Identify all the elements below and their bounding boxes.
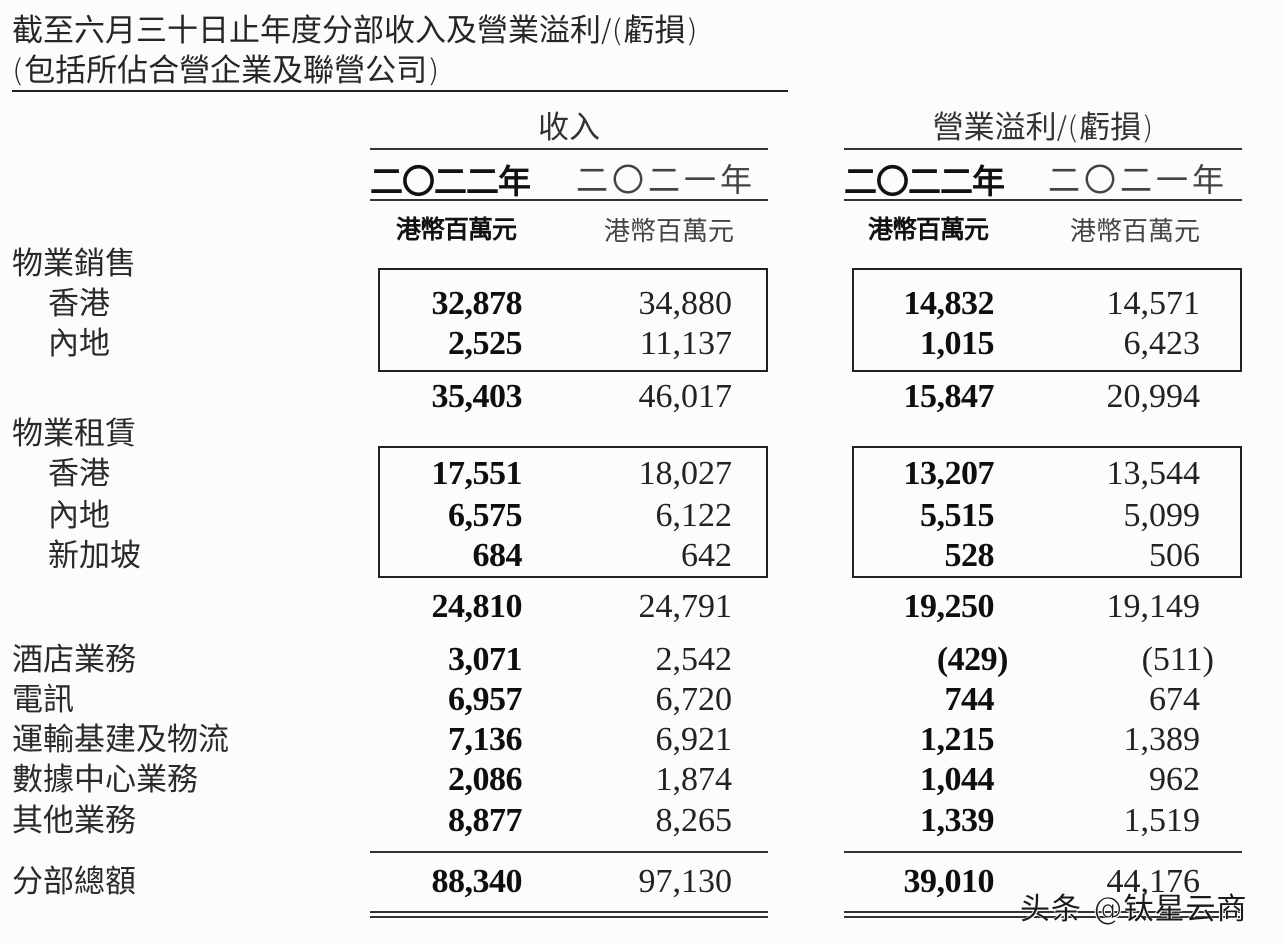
cell-rev-2021: 6,122 xyxy=(655,497,733,534)
subtotal-op-2021: 20,994 xyxy=(1106,378,1201,415)
subtotal-rev-2022: 35,403 xyxy=(431,378,523,415)
cell-rev-2021: 2,542 xyxy=(655,641,733,678)
row-label: 香港 xyxy=(48,456,110,492)
total-rev-2022: 88,340 xyxy=(431,863,523,900)
cell-op-2022: 528 xyxy=(944,537,995,574)
cell-rev-2021: 34,880 xyxy=(638,285,733,322)
op-profit-year-2022: 二〇二二年 xyxy=(844,162,1005,201)
row-label: 數據中心業務 xyxy=(12,762,198,798)
revenue-unit-2021: 港幣百萬元 xyxy=(604,217,735,247)
op-profit-year-2021: 二〇二一年 xyxy=(1048,161,1229,199)
section-label-property-sales: 物業銷售 xyxy=(12,246,136,282)
revenue-year-2022: 二〇二二年 xyxy=(370,162,531,201)
cell-op-2021: 14,571 xyxy=(1106,285,1201,322)
total-rule-revenue xyxy=(370,851,768,853)
cell-op-2022: 5,515 xyxy=(920,497,995,534)
property-sales-revenue-box xyxy=(378,268,768,372)
total-op-2021: 44,176 xyxy=(1106,863,1201,900)
total-rev-2021: 97,130 xyxy=(638,863,733,900)
cell-rev-2022: 6,575 xyxy=(448,497,523,534)
revenue-year-2021: 二〇二一年 xyxy=(576,161,757,199)
revenue-heading: 收入 xyxy=(538,110,600,146)
property-sales-op-box xyxy=(852,268,1242,372)
row-label: 其他業務 xyxy=(12,803,136,839)
cell-op-2022: 14,832 xyxy=(903,285,995,322)
cell-op-2021: 6,423 xyxy=(1123,325,1201,362)
title-underline xyxy=(12,90,788,92)
total-double-rule-revenue xyxy=(370,911,768,918)
property-rental-revenue-box xyxy=(378,446,768,578)
total-double-rule-op xyxy=(844,911,1242,918)
total-op-2022: 39,010 xyxy=(903,863,995,900)
cell-op-2021: 506 xyxy=(1149,537,1200,574)
cell-op-2022: (429) xyxy=(936,641,1009,678)
cell-op-2021: 674 xyxy=(1149,681,1200,718)
total-label: 分部總額 xyxy=(12,864,136,900)
report-title: 截至六月三十日止年度分部收入及營業溢利/(虧損) xyxy=(12,13,698,49)
cell-op-2022: 13,207 xyxy=(903,455,995,492)
cell-rev-2021: 1,874 xyxy=(655,761,733,798)
subtotal-rev-2022: 24,810 xyxy=(431,588,523,625)
cell-op-2021: 5,099 xyxy=(1123,497,1201,534)
op-profit-year-rule xyxy=(844,199,1242,201)
row-label: 新加坡 xyxy=(48,538,141,574)
cell-op-2022: 1,215 xyxy=(920,721,995,758)
cell-rev-2021: 642 xyxy=(681,537,732,574)
cell-rev-2022: 3,071 xyxy=(448,641,523,678)
cell-rev-2022: 2,086 xyxy=(448,761,523,798)
property-rental-op-box xyxy=(852,446,1242,578)
subtotal-op-2022: 15,847 xyxy=(903,378,995,415)
cell-rev-2022: 2,525 xyxy=(448,325,523,362)
cell-rev-2021: 8,265 xyxy=(655,802,733,839)
subtotal-rev-2021: 46,017 xyxy=(638,378,733,415)
watermark: 头条 @钛星云商 xyxy=(1020,892,1248,927)
op-profit-heading: 營業溢利/(虧損) xyxy=(932,110,1154,146)
cell-op-2021: 1,389 xyxy=(1123,721,1201,758)
cell-rev-2021: 6,921 xyxy=(655,721,733,758)
cell-op-2021: (511) xyxy=(1141,641,1214,678)
cell-op-2021: 962 xyxy=(1149,761,1200,798)
row-label: 運輸基建及物流 xyxy=(12,722,229,758)
revenue-heading-rule xyxy=(370,148,768,150)
row-label: 內地 xyxy=(48,326,110,362)
cell-rev-2022: 6,957 xyxy=(448,681,523,718)
cell-op-2022: 744 xyxy=(944,681,995,718)
cell-rev-2022: 684 xyxy=(472,537,523,574)
revenue-unit-2022: 港幣百萬元 xyxy=(396,215,517,244)
cell-op-2022: 1,044 xyxy=(920,761,995,798)
revenue-year-rule xyxy=(370,199,768,201)
cell-rev-2021: 6,720 xyxy=(655,681,733,718)
cell-rev-2022: 8,877 xyxy=(448,802,523,839)
cell-rev-2022: 7,136 xyxy=(448,721,523,758)
cell-rev-2021: 18,027 xyxy=(638,455,733,492)
subtotal-op-2022: 19,250 xyxy=(903,588,995,625)
subtotal-rev-2021: 24,791 xyxy=(638,588,733,625)
cell-rev-2022: 32,878 xyxy=(431,285,523,322)
cell-rev-2022: 17,551 xyxy=(431,455,523,492)
op-profit-heading-rule xyxy=(844,148,1242,150)
row-label: 電訊 xyxy=(12,682,74,718)
cell-rev-2021: 11,137 xyxy=(639,325,732,362)
op-profit-unit-2021: 港幣百萬元 xyxy=(1070,217,1201,247)
row-label: 香港 xyxy=(48,286,110,322)
cell-op-2021: 1,519 xyxy=(1123,802,1201,839)
subtotal-op-2021: 19,149 xyxy=(1106,588,1201,625)
total-rule-op xyxy=(844,851,1242,853)
row-label: 內地 xyxy=(48,498,110,534)
cell-op-2021: 13,544 xyxy=(1106,455,1201,492)
cell-op-2022: 1,339 xyxy=(920,802,995,839)
row-label: 酒店業務 xyxy=(12,642,136,678)
cell-op-2022: 1,015 xyxy=(920,325,995,362)
section-label-property-rental: 物業租賃 xyxy=(12,416,136,452)
op-profit-unit-2022: 港幣百萬元 xyxy=(868,215,989,244)
report-subtitle: (包括所佔合營企業及聯營公司) xyxy=(12,53,440,89)
